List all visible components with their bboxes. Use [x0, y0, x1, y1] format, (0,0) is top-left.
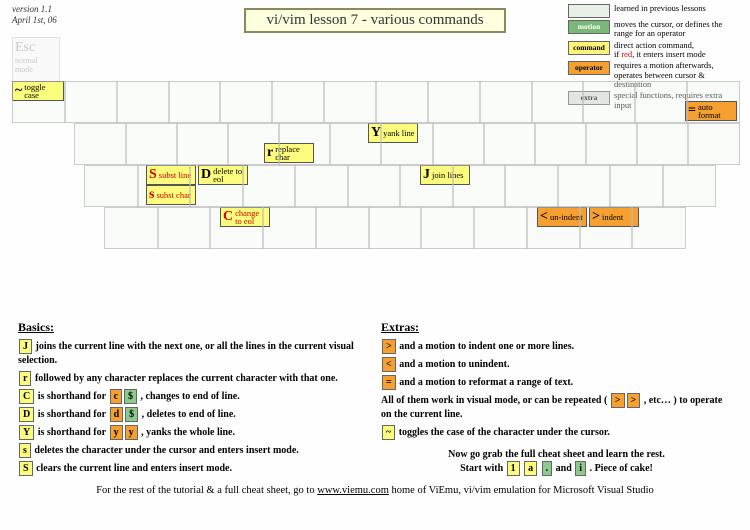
kb-lt: <: [382, 357, 396, 372]
legend-key-operator: operator: [568, 61, 610, 75]
bg-key-cell: [662, 165, 717, 207]
bg-key-cell: [634, 81, 688, 123]
bg-key-cell: [557, 165, 612, 207]
version-text: version 1.1: [12, 4, 57, 15]
bg-key-cell: [104, 207, 159, 249]
title-text: vi/vim lesson 7 - various commands: [244, 8, 505, 33]
legend-text-prev: learned in previous lessons: [614, 4, 738, 13]
bg-key-cell: [631, 207, 686, 249]
bg-key-cell: [609, 165, 664, 207]
bg-key-cell: [227, 123, 280, 165]
version-block: version 1.1 April 1st, 06: [12, 4, 57, 26]
bg-key-cell: [271, 81, 325, 123]
bg-key-cell: [176, 123, 229, 165]
keyboard: Escnormalmode /*rows drawn below via mar…: [12, 81, 738, 311]
bg-key-cell: [427, 81, 481, 123]
kb-Y: Y: [19, 425, 34, 440]
bg-key-cell: [504, 165, 559, 207]
kb-D: D: [19, 407, 34, 422]
legend-text-command: direct action command,if red, it enters …: [614, 41, 738, 60]
bg-key-cell: [74, 123, 127, 165]
kb-gt: >: [382, 339, 396, 354]
bg-key-cell: [262, 207, 317, 249]
basics-heading: Basics:: [18, 319, 369, 335]
legend-key-prev: [568, 4, 610, 18]
bg-key-cell: [526, 207, 581, 249]
bg-key-cell: [368, 207, 423, 249]
bg-key-cell: [278, 123, 331, 165]
date-text: April 1st, 06: [12, 15, 57, 26]
bg-key-cell: [242, 165, 297, 207]
bg-key-cell: [347, 165, 402, 207]
bg-key-cell: [375, 81, 429, 123]
basics-col: Basics: J joins the current line with th…: [12, 317, 375, 479]
kb-r: r: [19, 371, 31, 386]
legend-text-motion: moves the cursor, or defines the range f…: [614, 20, 738, 39]
footer: For the rest of the tutorial & a full ch…: [12, 485, 738, 496]
bg-key-cell: [483, 123, 536, 165]
bg-key-cell: [64, 81, 118, 123]
kb-S: S: [19, 461, 33, 476]
bg-key-cell: [432, 123, 485, 165]
bg-key-cell: [686, 81, 740, 123]
bg-key-cell: [157, 207, 212, 249]
bg-key-cell: [420, 207, 475, 249]
bg-key-cell: [582, 81, 636, 123]
kb-tilde: ~: [382, 425, 395, 440]
bg-key-cell: [579, 207, 634, 249]
bg-key-cell: [323, 81, 377, 123]
bg-key-cell: [534, 123, 587, 165]
kb-s: s: [19, 443, 31, 458]
kb-C: C: [19, 389, 34, 404]
bg-key-cell: [12, 81, 66, 123]
bg-key-cell: [636, 123, 689, 165]
legend-key-command: command: [568, 41, 610, 55]
bg-key-cell: [137, 165, 192, 207]
bg-key-cell: [189, 165, 244, 207]
bg-key-cell: [329, 123, 382, 165]
extras-col: Extras: > and a motion to indent one or …: [375, 317, 738, 479]
footer-link[interactable]: www.viemu.com: [317, 485, 389, 496]
kb-J: J: [19, 339, 32, 354]
bg-key-cell: [125, 123, 178, 165]
bg-key-cell: [294, 165, 349, 207]
bg-key-cell: [168, 81, 222, 123]
bg-key-cell: [399, 165, 454, 207]
bg-key-cell: [116, 81, 170, 123]
bg-key-cell: [531, 81, 585, 123]
notes: Basics: J joins the current line with th…: [12, 317, 738, 479]
bg-key-cell: [380, 123, 433, 165]
page: version 1.1 April 1st, 06 vi/vim lesson …: [0, 0, 750, 530]
bg-key-cell: [84, 165, 139, 207]
bg-key-cell: [473, 207, 528, 249]
bg-key-cell: [219, 81, 273, 123]
bg-key-cell: [687, 123, 740, 165]
bg-key-cell: [209, 207, 264, 249]
bg-key-cell: [585, 123, 638, 165]
extras-heading: Extras:: [381, 319, 732, 335]
legend-key-motion: motion: [568, 20, 610, 34]
kb-eq: =: [382, 375, 396, 390]
esc-key: Escnormalmode: [12, 37, 60, 85]
bg-key-cell: [479, 81, 533, 123]
bg-key-cell: [315, 207, 370, 249]
bg-key-cell: [452, 165, 507, 207]
